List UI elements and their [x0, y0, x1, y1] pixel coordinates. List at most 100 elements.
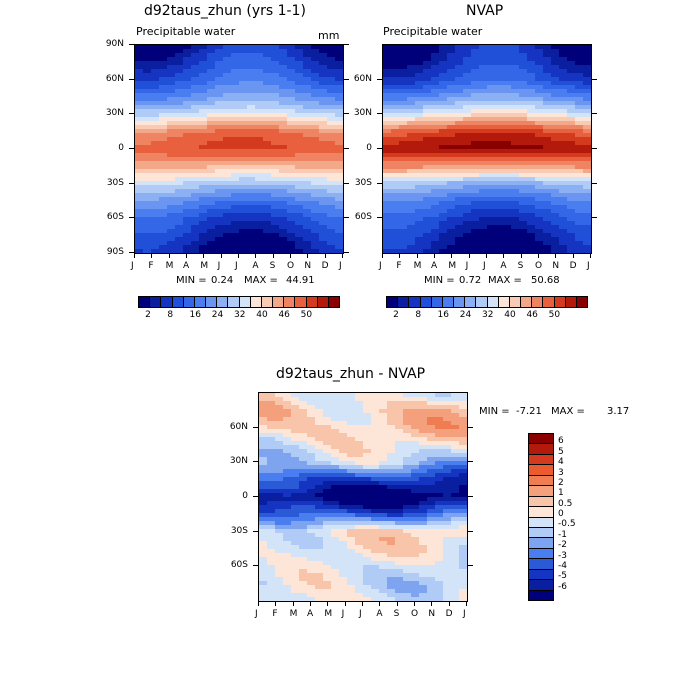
heatmap-cell	[567, 201, 576, 206]
heatmap-cell	[391, 169, 400, 174]
heatmap-cell	[143, 249, 152, 253]
heatmap-cell	[239, 181, 248, 186]
month-tick-label: J	[217, 261, 221, 271]
heatmap-cell	[435, 597, 444, 601]
heatmap-cell	[383, 241, 392, 246]
heatmap-cell	[527, 117, 536, 122]
heatmap-cell	[207, 229, 216, 234]
heatmap-cell	[287, 221, 296, 226]
heatmap-cell	[403, 469, 412, 474]
heatmap-cell	[487, 205, 496, 210]
heatmap-cell	[255, 73, 264, 78]
heatmap-cell	[435, 449, 444, 454]
heatmap-cell	[443, 521, 452, 526]
heatmap-cell	[371, 553, 380, 558]
heatmap-cell	[459, 465, 467, 470]
heatmap-cell	[463, 77, 472, 82]
heatmap-cell	[231, 173, 240, 178]
heatmap-cell	[419, 393, 428, 398]
month-tick	[416, 253, 418, 258]
heatmap-cell	[355, 409, 364, 414]
heatmap-cell	[239, 225, 248, 230]
heatmap-cell	[471, 149, 480, 154]
heatmap-cell	[239, 105, 248, 110]
heatmap-cell	[439, 133, 448, 138]
heatmap-cell	[275, 401, 284, 406]
month-tick	[448, 601, 450, 606]
heatmap-cell	[223, 109, 232, 114]
heatmap-cell	[423, 169, 432, 174]
heatmap-cell	[399, 181, 408, 186]
heatmap-cell	[271, 77, 280, 82]
heatmap-cell	[583, 149, 591, 154]
heatmap-cell	[167, 121, 176, 126]
heatmap-cell	[503, 45, 512, 50]
heatmap-cell	[303, 145, 312, 150]
heatmap-cell	[403, 493, 412, 498]
heatmap-cell	[583, 153, 591, 158]
heatmap-cell	[395, 577, 404, 582]
heatmap-cell	[411, 429, 420, 434]
heatmap-cell	[183, 161, 192, 166]
heatmap-cell	[355, 437, 364, 442]
heatmap-cell	[447, 241, 456, 246]
heatmap-cell	[471, 117, 480, 122]
heatmap-cell	[387, 569, 396, 574]
heatmap-cell	[207, 61, 216, 66]
month-tick	[434, 253, 435, 258]
heatmap-cell	[511, 193, 520, 198]
heatmap-cell	[151, 181, 160, 186]
heatmap-cell	[347, 393, 356, 398]
heatmap-cell	[215, 221, 224, 226]
heatmap-cell	[551, 153, 560, 158]
heatmap-cell	[379, 577, 388, 582]
heatmap-cell	[175, 101, 184, 106]
heatmap-cell	[379, 437, 388, 442]
heatmap-cell	[459, 505, 467, 510]
colorbar-swatch	[409, 297, 421, 307]
heatmap-cell	[551, 157, 560, 162]
heatmap-cell	[399, 173, 408, 178]
heatmap-cell	[415, 229, 424, 234]
heatmap-cell	[315, 581, 324, 586]
heatmap-cell	[551, 85, 560, 90]
heatmap-cell	[151, 65, 160, 70]
heatmap-cell	[135, 81, 144, 86]
heatmap-cell	[447, 229, 456, 234]
heatmap-cell	[259, 409, 268, 414]
heatmap-cell	[307, 425, 316, 430]
heatmap-cell	[419, 425, 428, 430]
heatmap-cell	[255, 185, 264, 190]
heatmap-cell	[387, 437, 396, 442]
heatmap-cell	[259, 421, 268, 426]
heatmap-cell	[159, 109, 168, 114]
heatmap-cell	[183, 121, 192, 126]
heatmap-cell	[519, 217, 528, 222]
heatmap-cell	[247, 205, 256, 210]
heatmap-cell	[527, 173, 536, 178]
heatmap-cell	[291, 433, 300, 438]
heatmap-cell	[511, 209, 520, 214]
heatmap-cell	[363, 477, 372, 482]
heatmap-cell	[167, 77, 176, 82]
heatmap-cell	[191, 141, 200, 146]
heatmap-cell	[535, 225, 544, 230]
heatmap-cell	[355, 553, 364, 558]
heatmap-cell	[395, 525, 404, 530]
heatmap-cell	[347, 541, 356, 546]
heatmap-cell	[387, 449, 396, 454]
heatmap-cell	[379, 573, 388, 578]
heatmap-cell	[471, 197, 480, 202]
heatmap-cell	[247, 121, 256, 126]
heatmap-cell	[199, 177, 208, 182]
heatmap-cell	[151, 225, 160, 230]
heatmap-cell	[323, 561, 332, 566]
heatmap-cell	[575, 245, 584, 250]
heatmap-cell	[459, 577, 467, 582]
heatmap-cell	[255, 153, 264, 158]
heatmap-cell	[503, 141, 512, 146]
heatmap-cell	[567, 117, 576, 122]
heatmap-cell	[487, 101, 496, 106]
heatmap-cell	[455, 149, 464, 154]
heatmap-cell	[551, 249, 560, 253]
